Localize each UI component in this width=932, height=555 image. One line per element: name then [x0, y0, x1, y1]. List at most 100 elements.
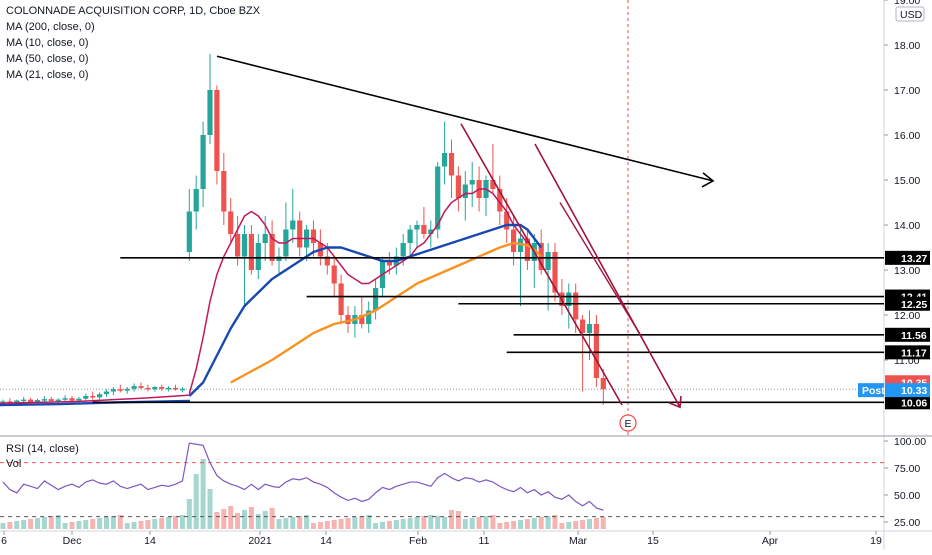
candle-body — [573, 292, 579, 320]
volume-bar — [214, 512, 220, 529]
level-badge-label: 11.17 — [901, 347, 927, 359]
volume-bar — [366, 515, 372, 529]
candle-body — [586, 324, 593, 333]
volume-bar — [573, 521, 579, 529]
channel-upper-line — [534, 143, 681, 408]
candle-body — [359, 315, 365, 324]
volume-bar — [262, 511, 268, 529]
volume-bar — [311, 523, 316, 529]
candle-body — [345, 315, 351, 324]
volume-bar — [373, 523, 379, 529]
candle-body — [435, 166, 441, 230]
volume-bar — [186, 499, 192, 529]
candle-body — [290, 220, 296, 230]
volume-bar — [414, 517, 420, 529]
y-tick-label: 15.00 — [894, 175, 920, 187]
volume-bar — [421, 516, 427, 529]
candle-body — [55, 399, 61, 402]
volume-bar — [290, 517, 296, 529]
post-price-badge — [885, 383, 930, 398]
channel-lower-line — [460, 123, 623, 406]
volume-bar — [41, 517, 47, 529]
volume-bar — [235, 513, 241, 529]
volume-bar — [317, 522, 323, 529]
volume-bar — [69, 522, 75, 529]
level-badge-label: 12.25 — [901, 299, 927, 311]
volume-bar — [524, 519, 530, 529]
candle-body — [580, 319, 586, 333]
candle-body — [248, 234, 254, 270]
rsi-line — [2, 442, 604, 511]
y-tick-label: 16.00 — [894, 130, 920, 142]
volume-bar — [511, 521, 517, 529]
volume-bar — [131, 522, 137, 529]
volume-bar — [338, 519, 344, 529]
chart-title: COLONNADE ACQUISITION CORP, 1D, Cboe BZX — [6, 5, 261, 17]
volume-bar — [497, 523, 503, 529]
trend-arrow-head — [701, 172, 715, 188]
ma-line — [188, 223, 543, 397]
volume-bar — [393, 520, 399, 529]
candle-body — [490, 180, 496, 189]
candle-body — [207, 90, 213, 135]
volume-bar — [152, 519, 158, 529]
volume-bar — [331, 520, 337, 529]
channel-arrow-head — [668, 395, 682, 409]
legend-ma21: MA (21, close, 0) — [6, 69, 89, 81]
candle-body — [593, 324, 599, 378]
candle-body — [235, 234, 241, 257]
volume-bar — [104, 517, 109, 529]
candle-body — [504, 211, 510, 230]
volume-bar — [435, 516, 441, 529]
rsi-tick-label: 25.00 — [894, 517, 920, 529]
candle-body — [310, 229, 317, 243]
volume-bar — [462, 519, 468, 529]
volume-bar — [21, 520, 27, 529]
x-tick-label: 14 — [144, 535, 156, 547]
candle-body — [83, 396, 89, 399]
volume-bar — [600, 517, 606, 529]
volume-bar — [504, 522, 510, 529]
volume-bar — [428, 515, 434, 529]
volume-bar — [442, 517, 448, 529]
volume-bar — [145, 520, 151, 529]
candle-body — [228, 211, 234, 234]
volume-bar — [476, 517, 482, 529]
main-legend: COLONNADE ACQUISITION CORP, 1D, Cboe BZX… — [6, 3, 260, 83]
level-badge-label: 11.56 — [901, 330, 927, 342]
rsi-tick-label: 50.00 — [894, 490, 920, 502]
post-badge-label: Post — [862, 385, 885, 397]
x-tick-label: 11 — [479, 535, 490, 547]
volume-bar — [117, 515, 123, 529]
ma-line — [230, 241, 543, 384]
volume-bar — [490, 515, 496, 529]
volume-bar — [283, 518, 289, 529]
candle-body — [262, 234, 268, 243]
candle-body — [214, 90, 220, 171]
volume-bar — [97, 518, 103, 529]
candle-body — [97, 394, 103, 398]
volume-bar — [76, 521, 82, 529]
volume-bar — [587, 519, 592, 529]
earnings-marker-label: E — [624, 418, 631, 430]
candle-body — [566, 292, 572, 306]
volume-bar — [248, 507, 254, 529]
x-tick-label: Feb — [409, 535, 427, 547]
currency-label: USD — [900, 9, 923, 21]
candle-body — [193, 189, 199, 212]
y-tick-label: 18.00 — [894, 40, 920, 52]
volume-bar — [276, 519, 282, 529]
rsi-tick-label: 100.00 — [894, 436, 926, 448]
legend-ma200: MA (200, close, 0) — [6, 21, 95, 33]
volume-bar — [352, 517, 358, 529]
y-tick-label: 13.00 — [894, 265, 920, 277]
candle-body — [331, 265, 337, 284]
volume-bar — [538, 517, 544, 529]
level-badge-label: 13.27 — [901, 253, 927, 265]
volume-bar — [545, 516, 551, 529]
candle-body — [76, 398, 82, 401]
volume-bar — [28, 519, 34, 529]
candle-body — [41, 399, 47, 401]
